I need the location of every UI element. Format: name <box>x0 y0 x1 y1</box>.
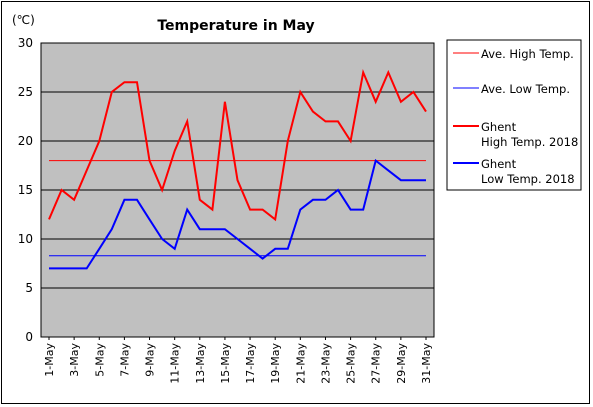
series-lines <box>48 68 427 270</box>
legend-label: Ghent <box>481 120 517 134</box>
x-tick-label: 7-May <box>118 343 131 377</box>
y-tick-label: 10 <box>18 232 33 246</box>
legend <box>446 39 582 191</box>
y-tick-label: 15 <box>18 183 33 197</box>
legend-label: Ave. Low Temp. <box>481 82 570 96</box>
chart-title: Temperature in May <box>157 18 314 34</box>
x-axis-ticks: 1-May 3-May 5-May 7-May 9-May 11-May 13-May 15-… <box>43 337 433 384</box>
x-tick-label: 19-May <box>269 343 282 384</box>
x-tick-label: 23-May <box>319 343 332 384</box>
x-tick-label: 15-May <box>219 343 232 384</box>
legend-label: Ave. High Temp. <box>481 47 574 61</box>
x-tick-label: 13-May <box>194 343 207 384</box>
y-tick-label: 5 <box>25 281 33 295</box>
x-tick-label: 11-May <box>169 343 182 384</box>
x-tick-label: 5-May <box>93 343 106 377</box>
x-tick-label: 9-May <box>144 343 157 377</box>
y-axis-ticks: 0 5 10 15 20 25 30 <box>18 36 33 344</box>
y-axis-unit-label: (℃) <box>12 13 35 27</box>
x-tick-label: 29-May <box>395 343 408 384</box>
x-tick-label: 25-May <box>345 343 358 384</box>
x-tick-label: 3-May <box>68 343 81 377</box>
legend-label: High Temp. 2018 <box>481 135 578 149</box>
y-tick-label: 20 <box>18 134 33 148</box>
y-tick-label: 30 <box>18 36 33 50</box>
x-tick-label: 17-May <box>244 343 257 384</box>
series-line-4 <box>49 158 426 270</box>
x-tick-label: 1-May <box>43 343 56 377</box>
x-tick-label: 21-May <box>294 343 307 384</box>
legend-label: Ghent <box>481 157 517 171</box>
x-tick-label: 27-May <box>370 343 383 384</box>
y-tick-label: 25 <box>18 85 33 99</box>
y-tick-label: 0 <box>25 330 33 344</box>
series-line-3 <box>48 68 427 222</box>
legend-label: Low Temp. 2018 <box>481 172 575 186</box>
x-tick-label: 31-May <box>420 343 433 384</box>
